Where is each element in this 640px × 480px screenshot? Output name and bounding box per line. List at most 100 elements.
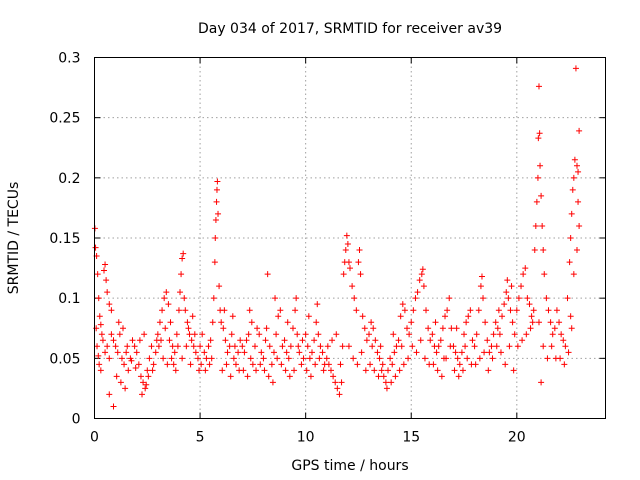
- data-point: [274, 355, 281, 362]
- data-point: [98, 331, 105, 338]
- data-point: [208, 355, 215, 362]
- data-point: [258, 349, 265, 356]
- data-point: [565, 349, 572, 356]
- data-point: [170, 361, 177, 368]
- data-point: [277, 307, 284, 314]
- data-point: [504, 277, 511, 284]
- data-point: [302, 331, 309, 338]
- data-point: [106, 355, 113, 362]
- data-point: [497, 349, 504, 356]
- data-point: [112, 343, 119, 350]
- data-point: [220, 325, 227, 332]
- data-point: [461, 331, 468, 338]
- data-point: [535, 135, 542, 142]
- data-point: [106, 391, 113, 398]
- data-point: [247, 355, 254, 362]
- data-point: [136, 337, 143, 344]
- data-point: [294, 331, 301, 338]
- y-tick-label: 0.1: [58, 291, 80, 307]
- data-point: [179, 255, 186, 262]
- data-point: [139, 391, 146, 398]
- data-point: [473, 331, 480, 338]
- data-point: [304, 343, 311, 350]
- data-point: [210, 295, 217, 302]
- data-point: [576, 222, 583, 229]
- grid: [94, 57, 606, 419]
- data-point: [451, 367, 458, 374]
- data-point: [513, 307, 520, 314]
- data-point: [476, 355, 483, 362]
- data-point: [469, 337, 476, 344]
- data-point: [400, 361, 407, 368]
- data-point: [362, 367, 369, 374]
- data-point: [249, 361, 256, 368]
- data-point: [391, 349, 398, 356]
- data-point: [353, 307, 360, 314]
- data-point: [132, 364, 139, 371]
- data-point: [427, 337, 434, 344]
- data-point: [553, 307, 560, 314]
- data-point: [278, 361, 285, 368]
- data-point: [101, 267, 108, 274]
- data-point: [561, 361, 568, 368]
- data-point: [152, 349, 159, 356]
- data-point: [330, 373, 337, 380]
- data-point: [564, 295, 571, 302]
- data-point: [533, 198, 540, 205]
- data-point: [433, 349, 440, 356]
- data-point: [94, 343, 101, 350]
- data-point: [523, 331, 530, 338]
- data-point: [538, 379, 545, 386]
- data-point: [254, 325, 261, 332]
- data-point: [375, 373, 382, 380]
- data-point: [118, 355, 125, 362]
- data-point: [131, 343, 138, 350]
- data-point: [462, 343, 469, 350]
- data-point: [495, 307, 502, 314]
- data-point: [509, 319, 516, 326]
- data-point: [307, 373, 314, 380]
- data-point: [448, 325, 455, 332]
- data-point: [393, 343, 400, 350]
- data-point: [108, 331, 115, 338]
- data-point: [219, 367, 226, 374]
- data-point: [99, 337, 106, 344]
- data-point: [467, 307, 474, 314]
- data-point: [410, 307, 417, 314]
- data-point: [279, 343, 286, 350]
- data-point: [363, 337, 370, 344]
- data-point: [110, 403, 117, 410]
- data-point: [560, 337, 567, 344]
- data-point: [570, 271, 577, 278]
- data-point: [316, 355, 323, 362]
- data-point: [456, 361, 463, 368]
- data-point: [556, 319, 563, 326]
- data-point: [248, 319, 255, 326]
- x-tick-label: 15: [402, 430, 420, 446]
- data-point: [209, 319, 216, 326]
- data-point: [423, 307, 430, 314]
- data-point: [120, 325, 127, 332]
- data-point: [342, 247, 349, 254]
- data-point: [557, 355, 564, 362]
- data-point: [507, 307, 514, 314]
- data-point: [568, 325, 575, 332]
- data-point: [371, 367, 378, 374]
- data-point: [488, 343, 495, 350]
- data-point: [289, 325, 296, 332]
- data-point: [265, 373, 272, 380]
- data-point: [576, 127, 583, 134]
- data-point: [187, 361, 194, 368]
- data-point: [190, 343, 197, 350]
- data-point: [319, 349, 326, 356]
- data-point: [486, 349, 493, 356]
- data-point: [149, 367, 156, 374]
- data-point: [214, 178, 221, 185]
- data-point: [245, 331, 252, 338]
- data-point: [251, 343, 258, 350]
- data-point: [293, 295, 300, 302]
- data-point: [198, 361, 205, 368]
- data-point: [275, 313, 282, 320]
- data-point: [354, 361, 361, 368]
- data-point: [398, 343, 405, 350]
